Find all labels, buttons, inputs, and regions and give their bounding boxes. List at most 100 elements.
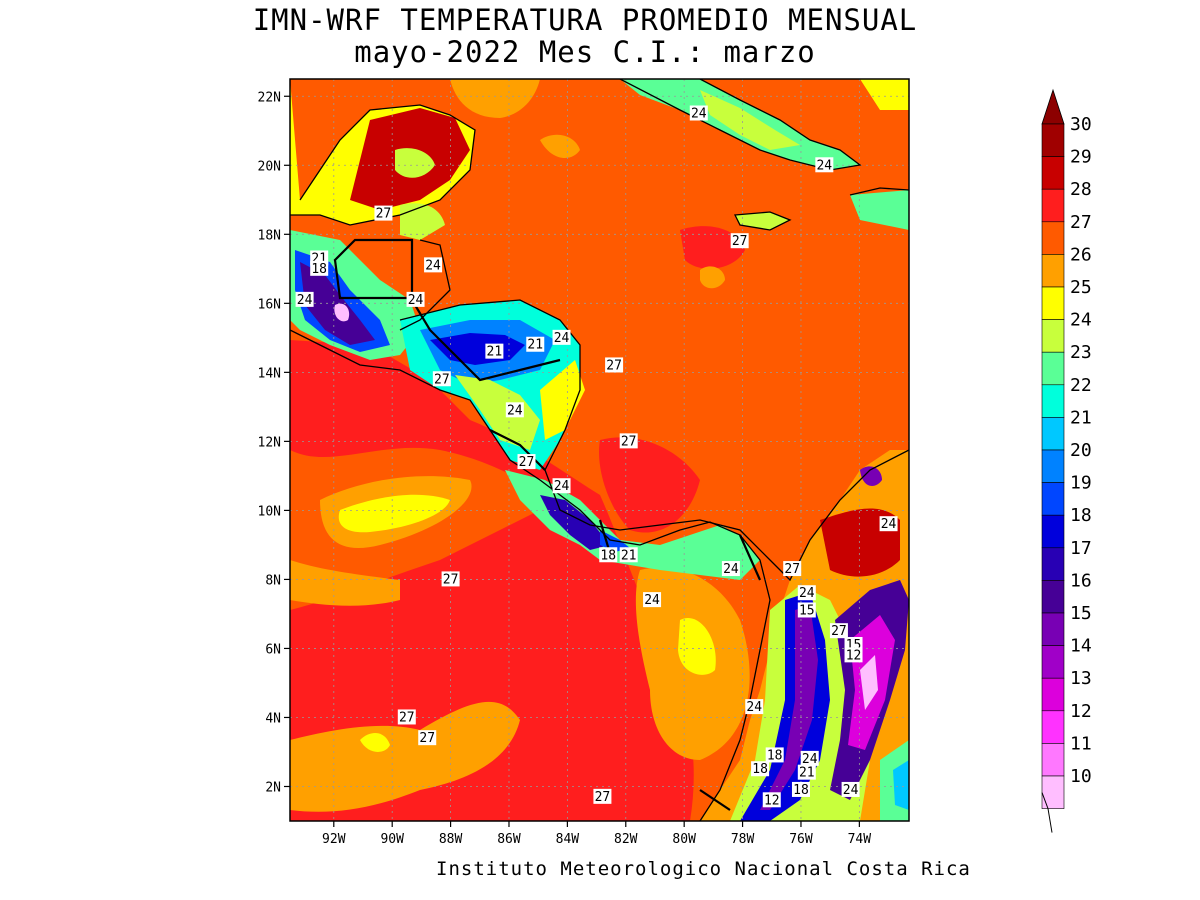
field-pacific-nw-27: [290, 340, 470, 430]
contour-label-text: 24: [723, 562, 739, 577]
lat-tick-label: 18N: [258, 228, 281, 243]
contour-label-box: [605, 357, 624, 373]
contour-label-box: [619, 433, 638, 449]
contour-label-box: [310, 260, 329, 276]
contour-label-text: 27: [595, 790, 611, 805]
contour-label: 18: [599, 547, 618, 563]
contour-label-box: [517, 454, 536, 470]
contour-label-box: [689, 105, 708, 121]
lat-tick-label: 12N: [258, 435, 281, 450]
colorbar-swatch: [1041, 286, 1065, 320]
contour-label-box: [745, 699, 764, 715]
coast-caribbean: [399, 299, 909, 582]
contour-label-text: 15: [799, 603, 815, 618]
title-line-2: mayo-2022 Mes C.I.: marzo: [354, 35, 816, 69]
country-borders: [333, 238, 762, 811]
contour-label-text: 24: [843, 783, 859, 798]
contour-label-text: 18: [600, 548, 616, 563]
contour-label: 27: [441, 571, 460, 587]
contour-label-text: 27: [784, 562, 800, 577]
contour-label-box: [844, 647, 863, 663]
contour-label: 27: [593, 788, 612, 805]
contour-label-text: 24: [746, 700, 762, 715]
contour-label-text: 24: [425, 258, 441, 273]
contour-label-text: 24: [691, 107, 707, 122]
lon-tick-label: 82W: [614, 832, 638, 847]
contour-label: 18: [765, 747, 784, 763]
field-caribbean-patch-25: [540, 134, 580, 159]
colorbar-label: 16: [1070, 570, 1092, 591]
colorbar-swatch: [1041, 743, 1065, 777]
colorbar-label: 22: [1070, 375, 1092, 396]
land-cuba-23: [700, 90, 800, 150]
lon-tick-label: 90W: [380, 832, 404, 847]
contour-label-box: [751, 761, 770, 777]
lon-tick-label: 86W: [497, 832, 521, 847]
colorbar-label: 17: [1070, 538, 1092, 559]
contour-label-text: 24: [802, 752, 818, 767]
contour-label-text: 24: [554, 331, 570, 346]
contour-label-box: [783, 561, 802, 577]
contour-label-box: [526, 336, 545, 352]
contour-label: 12: [762, 792, 781, 808]
lat-tick-label: 16N: [258, 297, 281, 312]
contour-label-box: [406, 291, 425, 307]
contour-label: 15: [797, 602, 816, 618]
contour-label: 27: [374, 205, 393, 222]
contour-label-text: 27: [399, 710, 415, 725]
field-pacific-south-24: [360, 733, 390, 752]
contour-label-box: [730, 233, 749, 249]
coast-jamaica: [733, 211, 792, 231]
contour-label-text: 27: [621, 434, 637, 449]
colorbar-label: 28: [1070, 179, 1092, 200]
land-sierra-nevada-14: [860, 466, 882, 486]
contour-label-box: [552, 329, 571, 345]
contour-label: 24: [505, 402, 524, 418]
longitude-axis: 92W 90W 88W 86W 84W 82W 80W 78W 76W 74W: [322, 821, 871, 847]
colorbar-label: 21: [1070, 407, 1092, 428]
title-line-1: IMN-WRF TEMPERATURA PROMEDIO MENSUAL: [252, 3, 918, 37]
contour-label-box: [841, 781, 860, 797]
latitude-axis: 22N 20N 18N 16N 14N 12N 10N 8N 6N 4N 2N: [258, 90, 290, 795]
coast-cuba: [619, 79, 862, 171]
colorbar-label: 26: [1070, 244, 1092, 265]
lat-tick-label: 4N: [265, 711, 281, 726]
land-andes-east-10: [860, 655, 878, 710]
field-panama-bight-24: [678, 618, 716, 675]
contour-label: 27: [783, 561, 802, 577]
coastlines: [290, 79, 909, 821]
contour-label-box: [485, 343, 504, 359]
lat-tick-label: 2N: [265, 780, 281, 795]
contour-label-box: [441, 571, 460, 587]
land-hispaniola-24: [860, 79, 909, 110]
lon-tick-label: 84W: [556, 832, 580, 847]
colorbar-label: 14: [1070, 636, 1092, 657]
field-caribbean-27: [599, 437, 700, 533]
contour-label-text: 27: [434, 372, 450, 387]
colorbar-swatch: [1041, 449, 1065, 483]
lon-tick-label: 80W: [672, 832, 696, 847]
contour-label-box: [295, 291, 314, 307]
field-gulf-25: [450, 79, 540, 118]
contour-label-text: 18: [767, 748, 783, 763]
contour-label: 27: [418, 730, 437, 746]
colorbar-label: 12: [1070, 701, 1092, 722]
land-nicaragua-east-24: [540, 360, 585, 440]
contour-label-text: 24: [799, 586, 815, 601]
contour-label-text: 27: [606, 358, 622, 373]
contour-label-box: [505, 402, 524, 418]
colorbar-swatch: [1041, 710, 1065, 744]
colorbar-swatch: [1041, 351, 1065, 386]
colorbar-swatch: [1041, 677, 1065, 712]
contour-label-box: [599, 547, 618, 563]
colorbar-swatch: [1041, 254, 1065, 288]
lat-tick-label: 20N: [258, 159, 281, 174]
land-costa-rica-16: [540, 495, 610, 550]
contour-label: 24: [295, 291, 314, 308]
contour-label: 27: [605, 357, 624, 373]
contour-label-text: 27: [376, 207, 392, 222]
lat-tick-label: 6N: [265, 642, 281, 657]
border-guatemala-mexico: [333, 238, 414, 300]
